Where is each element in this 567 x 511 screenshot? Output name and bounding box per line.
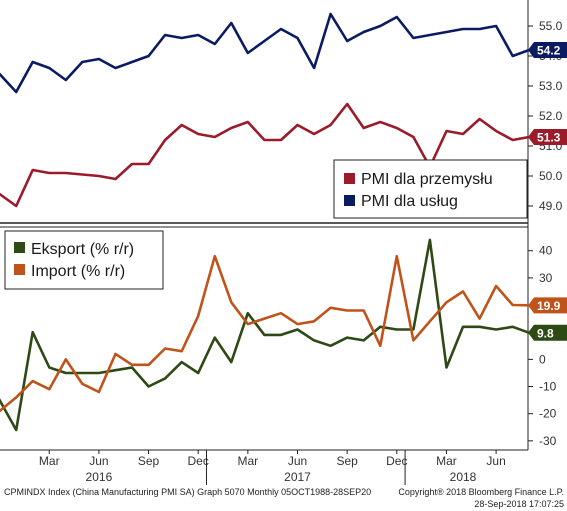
y-tick-label: 53.0	[539, 79, 563, 93]
legend-swatch-import	[14, 264, 25, 275]
x-tick-label: Mar	[238, 454, 259, 468]
footer-source: CPMINDX Index (China Manufacturing PMI S…	[4, 487, 371, 497]
footer-timestamp: 28-Sep-2018 17:07:25	[474, 499, 564, 509]
last-value-badge	[528, 297, 567, 314]
legend-swatch-pmi-uslugi	[344, 195, 355, 206]
legend-label-pmi-przemysl: PMI dla przemysłu	[361, 171, 493, 188]
x-axis: Mar Jun Sep Dec Mar Jun Sep Dec Mar Jun 2016 2017 20…	[39, 450, 506, 485]
bottom-y-axis: 403020100-10-20-30	[528, 244, 557, 448]
top-legend: PMI dla przemysłu PMI dla usług	[333, 159, 528, 219]
x-tick-label: Jun	[486, 454, 505, 468]
last-value-label: 9.8	[537, 326, 554, 340]
x-tick-label: Mar	[39, 454, 60, 468]
series-line-0-0	[0, 102, 530, 208]
x-tick-label: Dec	[188, 454, 209, 468]
legend-swatch-pmi-przemysl	[344, 173, 355, 184]
y-tick-label: 50.0	[539, 169, 563, 183]
legend-label-eksport: Eksport (% r/r)	[31, 241, 134, 258]
last-value-label: 51.3	[537, 131, 561, 145]
x-tick-label: Jun	[89, 454, 108, 468]
last-value-badge	[528, 42, 567, 58]
y-tick-label: 30	[539, 271, 553, 285]
y-tick-label: -10	[539, 380, 557, 394]
last-value-label: 19.9	[537, 299, 561, 313]
series-line-1-1	[0, 254, 530, 413]
legend-label-import: Import (% r/r)	[31, 263, 125, 280]
last-value-badge	[528, 129, 567, 145]
x-year-label: 2017	[284, 470, 311, 484]
y-tick-label: 0	[539, 352, 546, 366]
last-value-label: 54.2	[537, 44, 561, 58]
bottom-legend: Eksport (% r/r) Import (% r/r)	[4, 230, 164, 290]
footer-copyright: Copyright® 2018 Bloomberg Finance L.P.	[398, 487, 564, 497]
x-tick-label: Sep	[336, 454, 358, 468]
y-tick-label: 49.0	[539, 199, 563, 213]
y-tick-label: -30	[539, 434, 557, 448]
legend-swatch-eksport	[14, 242, 25, 253]
y-tick-label: 55.0	[539, 19, 563, 33]
bottom-panel-series	[0, 238, 530, 432]
last-value-badges: 51.3 54.2 9.8 19.9	[528, 42, 567, 341]
legend-label-pmi-uslugi: PMI dla usług	[361, 193, 458, 210]
y-tick-label: 40	[539, 244, 553, 258]
top-panel-series	[0, 12, 530, 208]
x-year-label: 2018	[450, 470, 477, 484]
x-tick-label: Jun	[288, 454, 307, 468]
series-line-0-1	[0, 12, 530, 94]
x-tick-label: Dec	[386, 454, 407, 468]
y-tick-label: -20	[539, 407, 557, 421]
x-year-label: 2016	[86, 470, 113, 484]
x-tick-label: Sep	[138, 454, 160, 468]
last-value-badge	[528, 324, 567, 341]
x-tick-label: Mar	[436, 454, 457, 468]
y-tick-label: 52.0	[539, 109, 563, 123]
